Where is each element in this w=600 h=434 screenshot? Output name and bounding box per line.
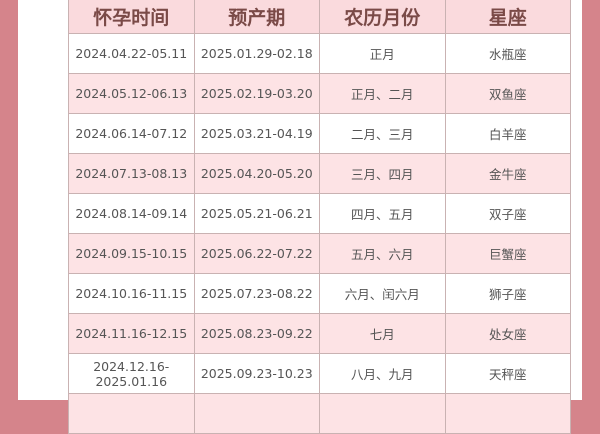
column-header: 星座: [444, 0, 571, 34]
table-cell: 巨蟹座: [444, 233, 571, 274]
table-cell: 正月: [319, 33, 446, 74]
table-cell: 正月、二月: [319, 73, 446, 114]
table-cell: 2024.06.14-07.12: [68, 113, 195, 154]
column-header: 农历月份: [319, 0, 446, 34]
due-date-table: 怀孕时间 预产期 农历月份 星座 2024.04.22-05.11 2025.01.29…: [68, 0, 571, 434]
table-cell: 2025.08.23-09.22: [193, 313, 320, 354]
table-cell: 金牛座: [444, 153, 571, 194]
table-cell: 2024.12.16-2025.01.16: [68, 353, 195, 394]
table-row: 2024.11.16-12.15 2025.08.23-09.22 七月 处女座: [68, 313, 571, 354]
table-cell: 2025.01.29-02.18: [193, 33, 320, 74]
table-cell: 2025.09.23-10.23: [193, 353, 320, 394]
table-cell: 2024.08.14-09.14: [68, 193, 195, 234]
table-cell: 2024.10.16-11.15: [68, 273, 195, 314]
table-cell: 2025.02.19-03.20: [193, 73, 320, 114]
content-panel: 怀孕时间 预产期 农历月份 星座 2024.04.22-05.11 2025.01.29…: [18, 0, 582, 434]
table-cell: 2025.07.23-08.22: [193, 273, 320, 314]
table-cell: 五月、六月: [319, 233, 446, 274]
table-cell: 2024.04.22-05.11: [68, 33, 195, 74]
table-cell: 2024.07.13-08.13: [68, 153, 195, 194]
table-cell: 七月: [319, 313, 446, 354]
table-row: 2024.09.15-10.15 2025.06.22-07.22 五月、六月 巨蟹座: [68, 233, 571, 274]
table-cell: 双子座: [444, 193, 571, 234]
header-row: 怀孕时间 预产期 农历月份 星座: [68, 0, 571, 34]
table-row: 2024.06.14-07.12 2025.03.21-04.19 二月、三月 白羊座: [68, 113, 571, 154]
table-row: 2024.12.16-2025.01.16 2025.09.23-10.23 八月、…: [68, 353, 571, 394]
table-cell: 2025.03.21-04.19: [193, 113, 320, 154]
table-row: 2024.07.13-08.13 2025.04.20-05.20 三月、四月 金牛座: [68, 153, 571, 194]
table-cell: 天秤座: [444, 353, 571, 394]
table-cell: 三月、四月: [319, 153, 446, 194]
table-cell: 2024.11.16-12.15: [68, 313, 195, 354]
table-cell: 四月、五月: [319, 193, 446, 234]
table-cell: 六月、闰六月: [319, 273, 446, 314]
column-header: 怀孕时间: [68, 0, 195, 34]
table-cell: 双鱼座: [444, 73, 571, 114]
table-row: 2024.08.14-09.14 2025.05.21-06.21 四月、五月 双子座: [68, 193, 571, 234]
table-cell: 2025.06.22-07.22: [193, 233, 320, 274]
column-header: 预产期: [193, 0, 320, 34]
table-cell: 狮子座: [444, 273, 571, 314]
table-row: 2024.04.22-05.11 2025.01.29-02.18 正月 水瓶座: [68, 33, 571, 74]
table-cell: 二月、三月: [319, 113, 446, 154]
table-cell: 2025.05.21-06.21: [193, 193, 320, 234]
table-cell: 白羊座: [444, 113, 571, 154]
table-cell: 处女座: [444, 313, 571, 354]
table-cell: 2024.09.15-10.15: [68, 233, 195, 274]
table-cell: 2025.04.20-05.20: [193, 153, 320, 194]
table-row: 2024.10.16-11.15 2025.07.23-08.22 六月、闰六月 狮子…: [68, 273, 571, 314]
table-cell: 八月、九月: [319, 353, 446, 394]
table-cell: 2024.05.12-06.13: [68, 73, 195, 114]
table-cell: 水瓶座: [444, 33, 571, 74]
table-row: 2024.05.12-06.13 2025.02.19-03.20 正月、二月 双鱼座: [68, 73, 571, 114]
